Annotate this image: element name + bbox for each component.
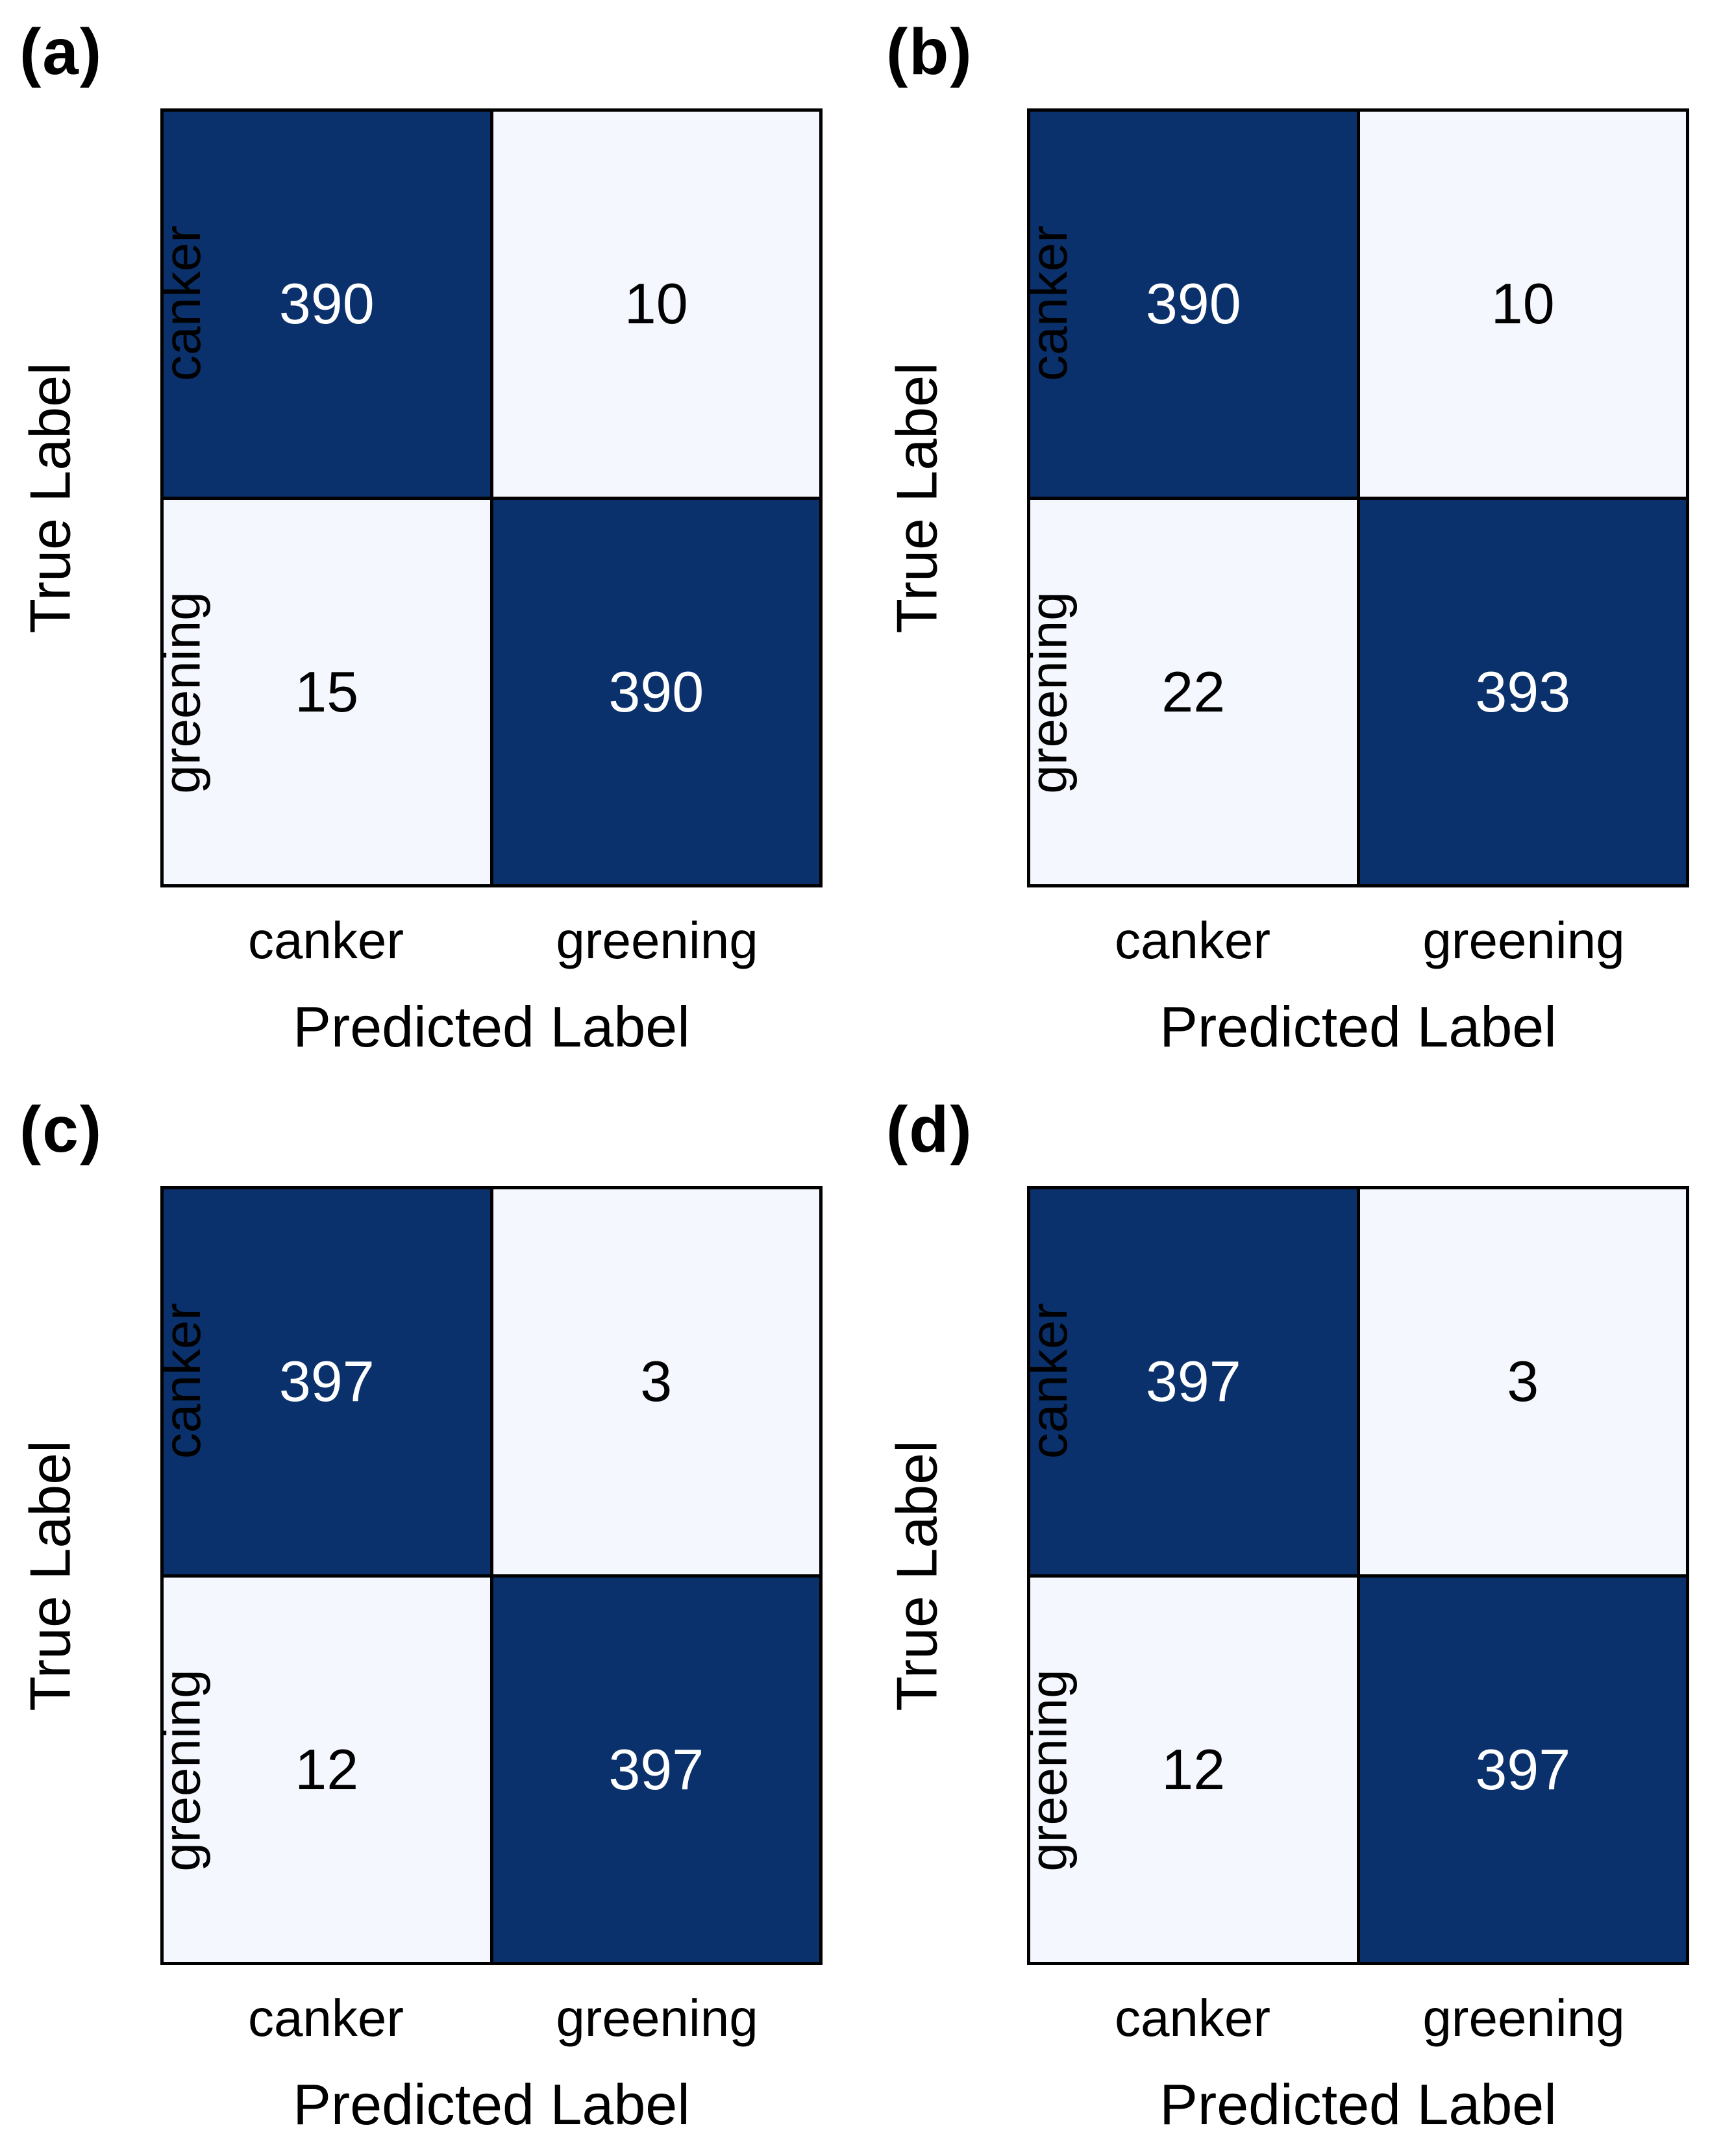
cell-true-canker-pred-canker: 390 [164, 112, 490, 497]
y-axis-tick-labels: canker greening [81, 1186, 211, 1965]
cell-true-greening-pred-canker: 15 [164, 499, 490, 884]
x-tick-greening: greening [1422, 911, 1625, 969]
cell-true-greening-pred-canker: 22 [1030, 499, 1357, 884]
panel-label-a: (a) [19, 16, 103, 88]
x-axis-tick-labels: canker greening [160, 1965, 823, 2048]
x-axis-tick-labels: canker greening [1027, 887, 1689, 971]
y-axis-title-text: True Label [18, 1440, 82, 1711]
y-axis-title-text: True Label [884, 1440, 949, 1711]
heatmap-grid: 397 3 12 397 [160, 1186, 823, 1965]
cell-true-greening-pred-canker: 12 [164, 1577, 490, 1962]
x-axis-title: Predicted Label [293, 2072, 690, 2137]
cell-true-canker-pred-greening: 3 [493, 1189, 819, 1574]
confusion-matrix-panel-b: (b) True Label canker greening 390 10 22… [867, 0, 1734, 1078]
x-tick-greening: greening [556, 1989, 758, 2047]
y-axis-tick-labels: canker greening [948, 108, 1078, 887]
y-axis-title: True Label [884, 108, 949, 887]
heatmap-grid: 397 3 12 397 [1027, 1186, 1689, 1965]
cell-true-canker-pred-greening: 3 [1359, 1189, 1686, 1574]
x-tick-canker: canker [247, 911, 404, 969]
x-tick-canker: canker [1114, 1989, 1271, 2047]
heatmap-grid: 390 10 15 390 [160, 108, 823, 887]
confusion-matrix-panel-c: (c) True Label canker greening 397 3 12 … [0, 1078, 867, 2156]
panel-label-b: (b) [886, 16, 973, 88]
x-tick-canker: canker [1114, 911, 1271, 969]
cell-true-greening-pred-greening: 397 [493, 1577, 819, 1962]
cell-true-greening-pred-canker: 12 [1030, 1577, 1357, 1962]
cell-true-greening-pred-greening: 393 [1359, 499, 1686, 884]
y-axis-title-text: True Label [18, 362, 82, 634]
y-axis-tick-labels: canker greening [81, 108, 211, 887]
confusion-matrix-panel-d: (d) True Label canker greening 397 3 12 … [867, 1078, 1734, 2156]
x-axis-tick-labels: canker greening [1027, 1965, 1689, 2048]
y-axis-tick-labels: canker greening [948, 1186, 1078, 1965]
cell-true-canker-pred-greening: 10 [1359, 112, 1686, 497]
plot-area-a: True Label canker greening 390 10 15 390… [18, 108, 867, 1060]
panel-label-d: (d) [886, 1093, 973, 1166]
cell-true-canker-pred-canker: 397 [1030, 1189, 1357, 1574]
cell-true-canker-pred-canker: 390 [1030, 112, 1357, 497]
cell-true-greening-pred-greening: 390 [493, 499, 819, 884]
confusion-matrix-panel-a: (a) True Label canker greening 390 10 15… [0, 0, 867, 1078]
plot-area-b: True Label canker greening 390 10 22 393… [884, 108, 1734, 1060]
x-tick-canker: canker [247, 1989, 404, 2047]
plot-area-d: True Label canker greening 397 3 12 397 … [884, 1186, 1734, 2138]
x-axis-title: Predicted Label [1159, 2072, 1557, 2137]
y-axis-title-text: True Label [884, 362, 949, 634]
x-tick-greening: greening [556, 911, 758, 969]
x-axis-title: Predicted Label [293, 995, 690, 1059]
x-axis-tick-labels: canker greening [160, 887, 823, 971]
panel-label-c: (c) [19, 1093, 103, 1166]
y-axis-title: True Label [18, 108, 82, 887]
plot-area-c: True Label canker greening 397 3 12 397 … [18, 1186, 867, 2138]
x-axis-title: Predicted Label [1159, 995, 1557, 1059]
y-axis-title: True Label [884, 1186, 949, 1965]
x-tick-greening: greening [1422, 1989, 1625, 2047]
cell-true-canker-pred-canker: 397 [164, 1189, 490, 1574]
heatmap-grid: 390 10 22 393 [1027, 108, 1689, 887]
y-axis-title: True Label [18, 1186, 82, 1965]
cell-true-greening-pred-greening: 397 [1359, 1577, 1686, 1962]
cell-true-canker-pred-greening: 10 [493, 112, 819, 497]
